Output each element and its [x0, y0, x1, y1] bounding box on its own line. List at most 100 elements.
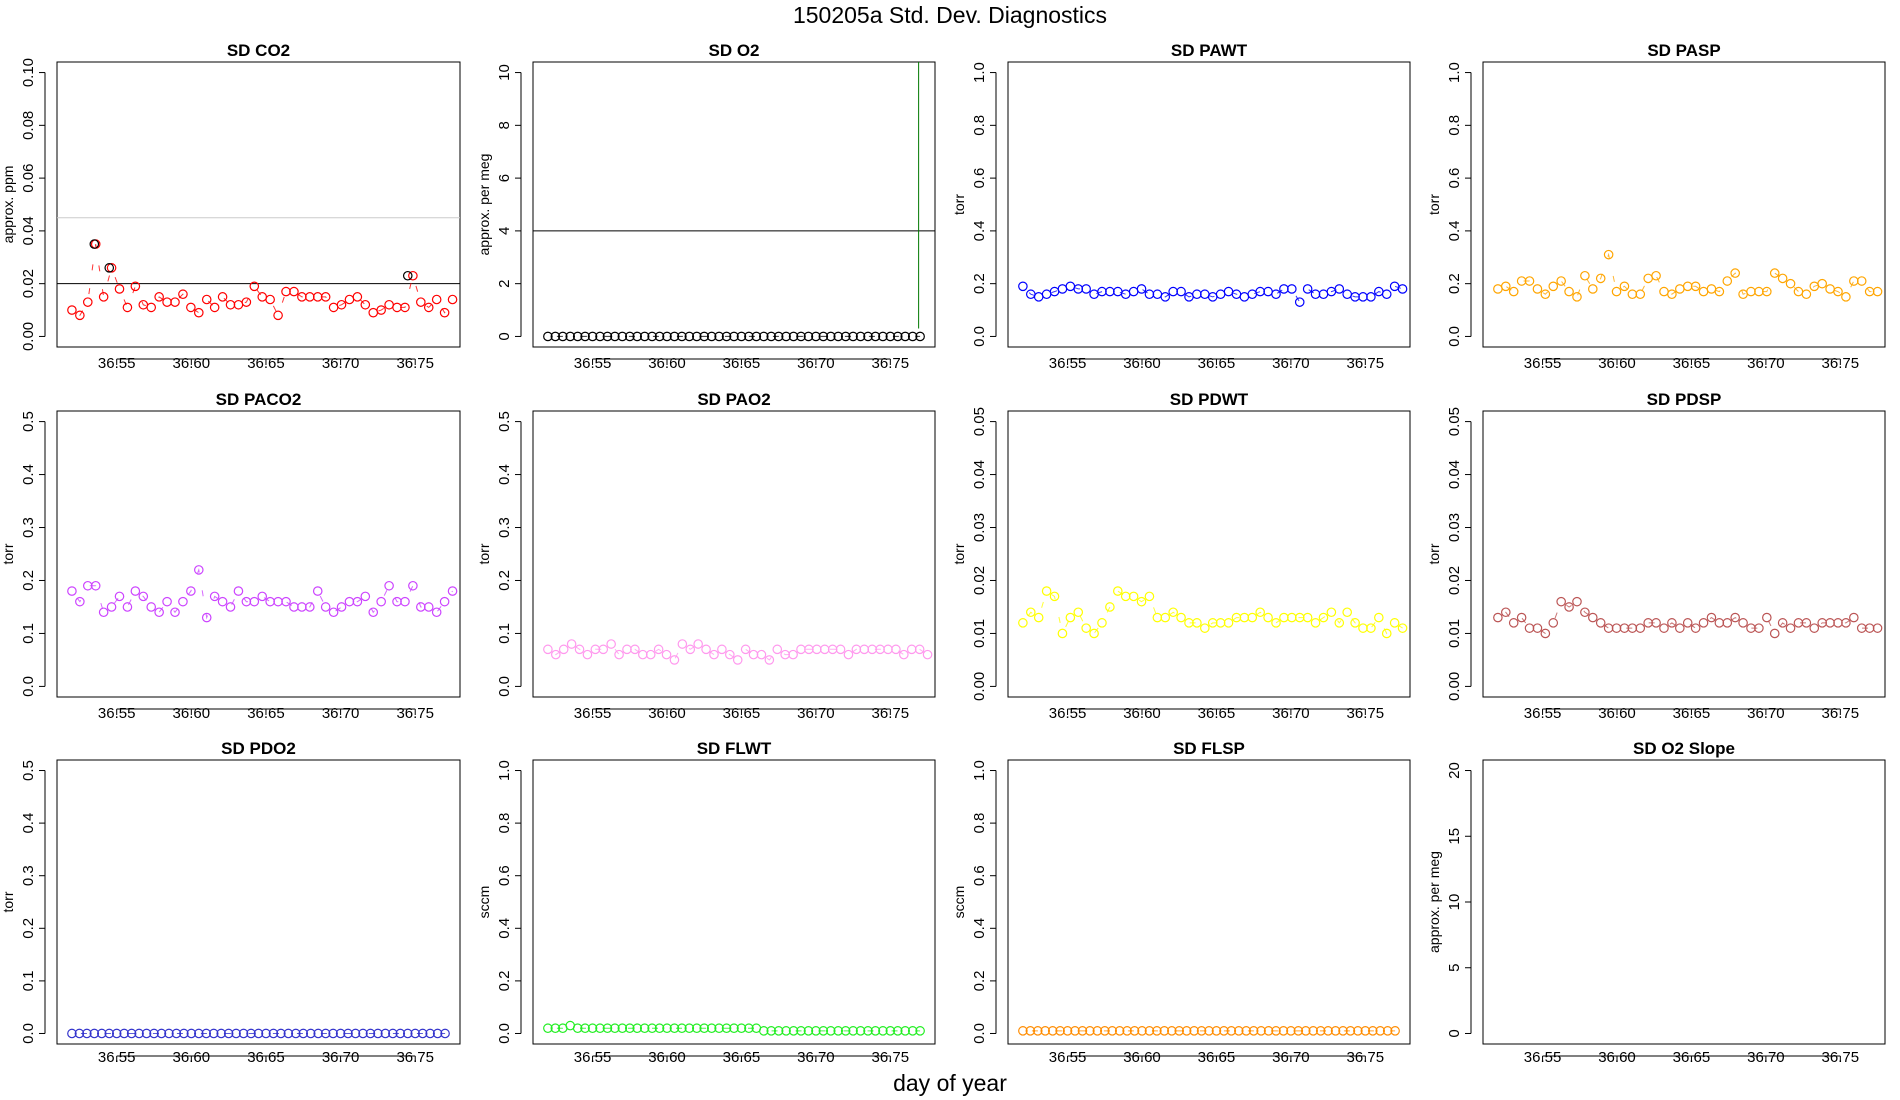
data-point [305, 1028, 316, 1039]
x-tick-label: 36.55 [574, 1049, 612, 1066]
y-tick-label: 0.2 [971, 273, 988, 294]
x-tick-label: 36.60 [1598, 355, 1636, 372]
data-point [1166, 1026, 1177, 1036]
data-point [1619, 281, 1630, 292]
data-point [819, 644, 830, 655]
data-point [1105, 602, 1115, 612]
data-point [677, 1023, 687, 1034]
y-tick-label: 0.00 [1446, 672, 1463, 701]
data-point [1181, 1026, 1192, 1036]
data-point [82, 297, 93, 307]
data-point [201, 1028, 212, 1039]
data-point [1714, 618, 1725, 628]
data-point [162, 297, 172, 307]
data-point [352, 292, 363, 302]
data-point [614, 649, 624, 660]
data-point [907, 331, 918, 342]
data-point [639, 1023, 650, 1034]
data-point [1256, 1026, 1266, 1036]
data-point [1065, 281, 1076, 292]
y-tick-label: 0.04 [1446, 460, 1463, 489]
data-point [859, 644, 870, 655]
data-point [840, 1026, 851, 1036]
data-point [1018, 618, 1028, 628]
data-point [848, 331, 858, 342]
data-connector [1022, 590, 1403, 635]
y-tick-label: 0.5 [20, 760, 37, 781]
data-point [1279, 612, 1289, 623]
data-point [283, 1028, 294, 1039]
data-point [1785, 623, 1796, 633]
data-point [654, 331, 665, 342]
data-point [1730, 612, 1740, 623]
data-point [1338, 1026, 1348, 1036]
data-point [1248, 1026, 1259, 1036]
x-tick-label: 36.55 [1049, 705, 1087, 722]
data-point [1397, 623, 1408, 633]
data-point [1049, 591, 1060, 602]
data-point [1287, 612, 1297, 623]
panel-title: SD O2 Slope [1633, 739, 1735, 758]
data-point [439, 596, 450, 607]
data-point [863, 331, 873, 342]
x-tick-label: 36.60 [648, 1049, 686, 1066]
y-tick-label: 0.1 [496, 623, 513, 644]
data-point [1310, 289, 1321, 300]
y-tick-label: 0.00 [971, 672, 988, 701]
plot-frame [56, 759, 461, 1045]
data-point [425, 1028, 435, 1039]
data-point [1318, 289, 1329, 300]
data-point [1255, 607, 1265, 618]
data-point [630, 644, 640, 655]
data-point [1825, 618, 1835, 628]
data-point [447, 586, 458, 596]
x-tick-label: 36.65 [723, 705, 761, 722]
x-tick-label: 36.75 [872, 1049, 910, 1066]
y-tick-label: 0.3 [496, 517, 513, 538]
data-point [312, 586, 323, 596]
data-point [281, 286, 291, 297]
data-point [1294, 297, 1305, 307]
data-point [111, 1028, 122, 1039]
data-point [773, 1026, 784, 1036]
data-point [193, 565, 204, 575]
data-point [1849, 612, 1859, 623]
panel-title: SD O2 [708, 41, 759, 60]
y-axis-label: torr [1426, 194, 1442, 215]
data-point [1730, 268, 1740, 278]
data-point [1366, 292, 1376, 302]
data-point [126, 1028, 137, 1039]
data-point [186, 302, 196, 313]
y-tick-label: 0.03 [971, 513, 988, 542]
data-point [744, 1023, 754, 1034]
data-point [273, 596, 283, 607]
data-point [1353, 1026, 1363, 1036]
data-point [1241, 1026, 1252, 1036]
data-point [249, 596, 260, 607]
y-tick-label: 0.6 [496, 865, 513, 886]
data-point [171, 1028, 182, 1039]
data-point [1627, 289, 1638, 300]
data-point [1389, 618, 1400, 628]
y-tick-label: 0.2 [20, 570, 37, 591]
data-point [238, 1028, 249, 1039]
data-point [788, 331, 799, 342]
data-point [1390, 1026, 1400, 1036]
data-point [1223, 286, 1234, 297]
data-point [550, 649, 561, 660]
data-point [803, 331, 814, 342]
x-tick-label: 36.65 [1673, 355, 1711, 372]
data-point [773, 331, 784, 342]
y-tick-label: 10 [496, 64, 513, 81]
data-point [766, 331, 777, 342]
data-point [812, 644, 822, 655]
data-point [796, 644, 806, 655]
data-point [617, 331, 628, 342]
panel-title: SD PASP [1647, 41, 1720, 60]
data-point [1057, 628, 1068, 639]
data-point [885, 1026, 896, 1036]
data-point [423, 302, 434, 313]
data-point [1540, 289, 1551, 300]
x-tick-label: 36.55 [574, 705, 612, 722]
data-point [1334, 618, 1345, 628]
